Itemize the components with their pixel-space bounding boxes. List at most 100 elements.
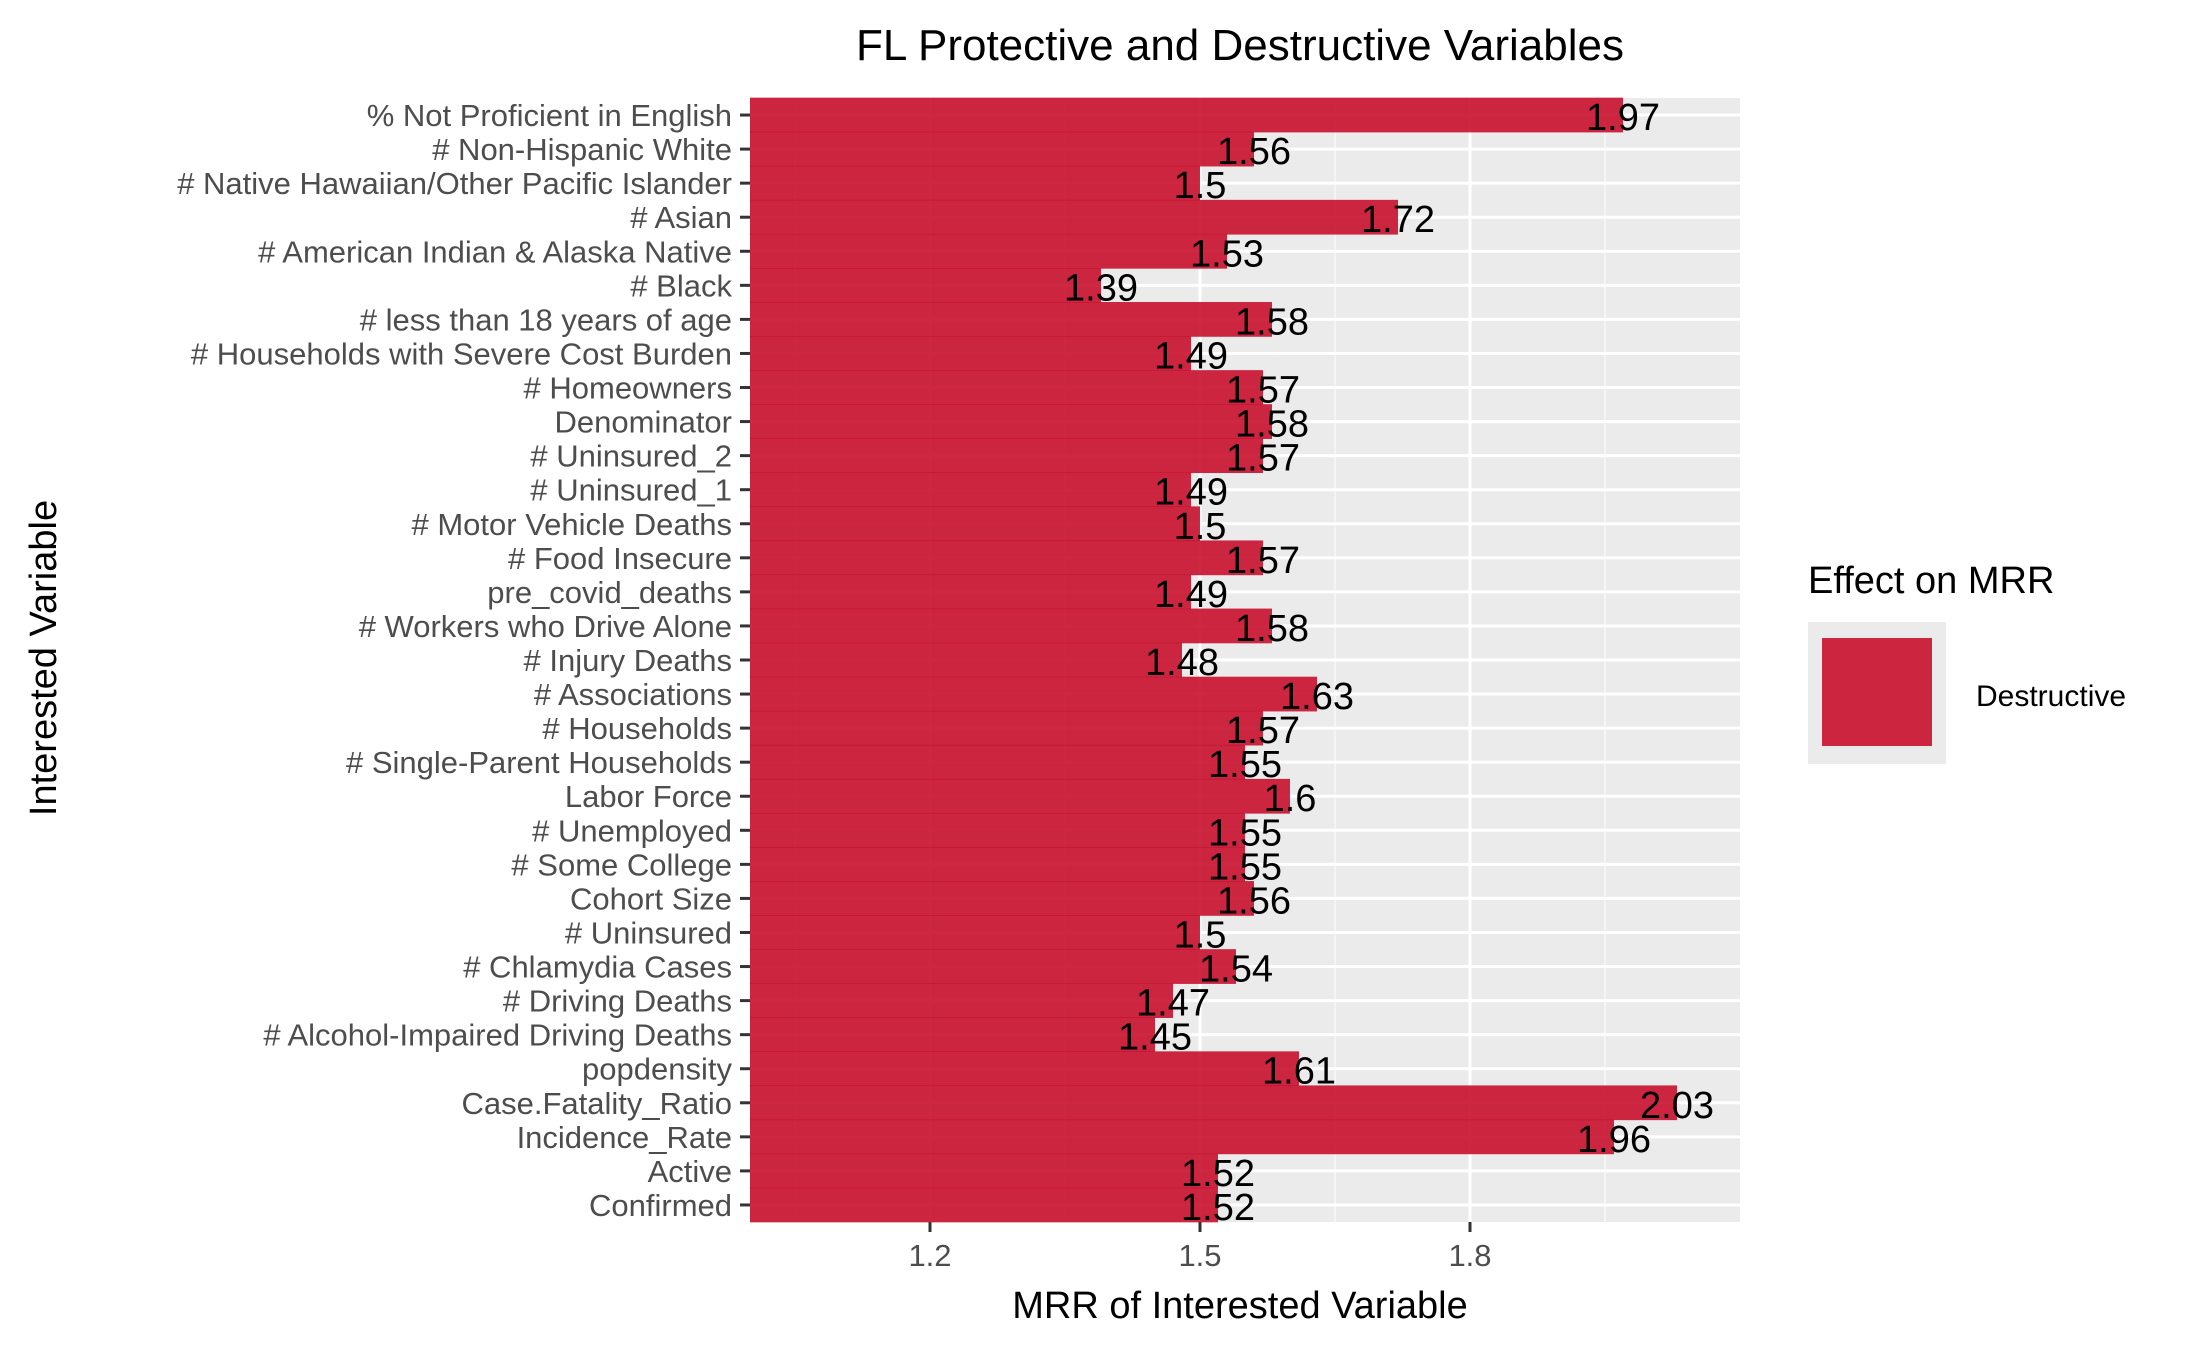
bar — [750, 302, 1272, 337]
bar — [750, 506, 1200, 542]
bar — [750, 676, 1317, 712]
y-tick-label: # Uninsured_1 — [530, 473, 732, 508]
bar-value-label: 1.72 — [1361, 199, 1435, 241]
y-tick-label: # American Indian & Alaska Native — [258, 234, 732, 269]
legend-title: Effect on MRR — [1808, 560, 2054, 602]
bar — [750, 472, 1191, 508]
y-tick-label: # Asian — [630, 200, 732, 235]
y-axis-title: Interested Variable — [23, 500, 65, 816]
y-tick-label: # Households — [542, 711, 732, 746]
y-tick-label: Confirmed — [589, 1188, 732, 1223]
y-tick-label: pre_covid_deaths — [487, 575, 732, 610]
bar — [750, 165, 1200, 201]
x-axis-title: MRR of Interested Variable — [1012, 1285, 1468, 1327]
y-tick-label: % Not Proficient in English — [367, 98, 732, 133]
bar — [750, 812, 1245, 848]
y-tick-label: # Single-Parent Households — [346, 745, 732, 780]
bar-value-label: 2.03 — [1640, 1085, 1714, 1127]
y-tick-label: # Homeowners — [524, 371, 732, 406]
bars — [750, 97, 1677, 1223]
bar — [750, 778, 1290, 814]
bar — [750, 642, 1182, 678]
y-tick-label: # Driving Deaths — [503, 984, 732, 1019]
y-tick-label: Cohort Size — [570, 881, 732, 916]
bar-value-label: 1.5 — [1174, 914, 1227, 956]
y-tick-label: # Uninsured_2 — [530, 439, 732, 474]
y-tick-label: # Food Insecure — [508, 541, 732, 576]
y-tick-label: # Workers who Drive Alone — [359, 609, 732, 644]
y-tick-label: # less than 18 years of age — [360, 302, 732, 337]
bar-value-label: 1.57 — [1226, 370, 1300, 412]
bar-value-label: 1.5 — [1174, 165, 1227, 207]
legend: Effect on MRR Destructive — [1808, 560, 2126, 764]
bar-value-label: 1.55 — [1208, 744, 1282, 786]
bar-value-label: 1.96 — [1577, 1119, 1651, 1161]
bar — [750, 540, 1263, 576]
bar-value-label: 1.52 — [1181, 1187, 1255, 1229]
bar — [750, 1153, 1218, 1189]
x-tick-label: 1.8 — [1448, 1238, 1491, 1273]
bar — [750, 846, 1245, 882]
chart-title: FL Protective and Destructive Variables — [856, 21, 1624, 70]
bar-value-label: 1.48 — [1145, 642, 1219, 684]
y-axis: % Not Proficient in English# Non-Hispani… — [177, 98, 750, 1223]
y-tick-label: # Motor Vehicle Deaths — [411, 507, 732, 542]
bar-value-label: 1.97 — [1586, 97, 1660, 139]
bar-value-label: 1.58 — [1235, 404, 1309, 446]
legend-label-destructive: Destructive — [1976, 680, 2126, 713]
y-tick-label: # Some College — [511, 847, 732, 882]
bar-value-label: 1.5 — [1174, 506, 1227, 548]
bar-value-label: 1.58 — [1235, 301, 1309, 343]
y-tick-label: # Alcohol-Impaired Driving Deaths — [263, 1018, 732, 1053]
bar-value-label: 1.55 — [1208, 846, 1282, 888]
bar-value-label: 1.57 — [1226, 540, 1300, 582]
bar-value-label: 1.61 — [1262, 1051, 1336, 1093]
x-tick-label: 1.2 — [908, 1238, 951, 1273]
y-tick-label: Labor Force — [565, 779, 732, 814]
bar — [750, 983, 1173, 1018]
bar — [750, 1187, 1218, 1223]
bar-value-label: 1.58 — [1235, 608, 1309, 650]
y-tick-label: # Chlamydia Cases — [463, 950, 732, 985]
bar — [750, 370, 1263, 405]
bar — [750, 710, 1263, 746]
y-tick-label: # Households with Severe Cost Burden — [191, 336, 732, 371]
bar — [750, 267, 1101, 303]
bar-value-label: 1.49 — [1154, 472, 1228, 514]
y-tick-label: popdensity — [582, 1052, 732, 1087]
bar — [750, 744, 1245, 780]
bar — [750, 881, 1254, 916]
y-tick-label: Denominator — [555, 405, 732, 440]
y-tick-label: # Injury Deaths — [524, 643, 733, 678]
bar — [750, 1119, 1614, 1155]
bar — [750, 404, 1272, 439]
bar-value-label: 1.63 — [1280, 676, 1354, 718]
bar-value-label: 1.39 — [1064, 267, 1138, 309]
bar-value-label: 1.49 — [1154, 574, 1228, 616]
y-tick-label: Incidence_Rate — [517, 1120, 732, 1155]
y-tick-label: # Associations — [534, 677, 732, 712]
bar-value-label: 1.52 — [1181, 1153, 1255, 1195]
bar — [750, 131, 1254, 167]
bar-value-labels: 1.971.561.51.721.531.391.581.491.571.581… — [1064, 97, 1714, 1229]
bar — [750, 97, 1623, 133]
bar — [750, 608, 1272, 644]
bar-value-label: 1.6 — [1264, 778, 1317, 820]
y-tick-label: Active — [648, 1154, 732, 1189]
bar — [750, 949, 1236, 984]
bar-value-label: 1.56 — [1217, 131, 1291, 173]
bar — [750, 336, 1191, 371]
bar-value-label: 1.55 — [1208, 812, 1282, 854]
y-tick-label: # Native Hawaiian/Other Pacific Islander — [177, 166, 732, 201]
x-tick-label: 1.5 — [1178, 1238, 1221, 1273]
bar-value-label: 1.56 — [1217, 880, 1291, 922]
bar-value-label: 1.57 — [1226, 710, 1300, 752]
bar-value-label: 1.45 — [1118, 1017, 1192, 1059]
y-tick-label: # Unemployed — [532, 813, 732, 848]
bar-value-label: 1.47 — [1136, 983, 1210, 1025]
bar-value-label: 1.49 — [1154, 335, 1228, 377]
bar-value-label: 1.57 — [1226, 438, 1300, 480]
bar — [750, 1051, 1299, 1087]
